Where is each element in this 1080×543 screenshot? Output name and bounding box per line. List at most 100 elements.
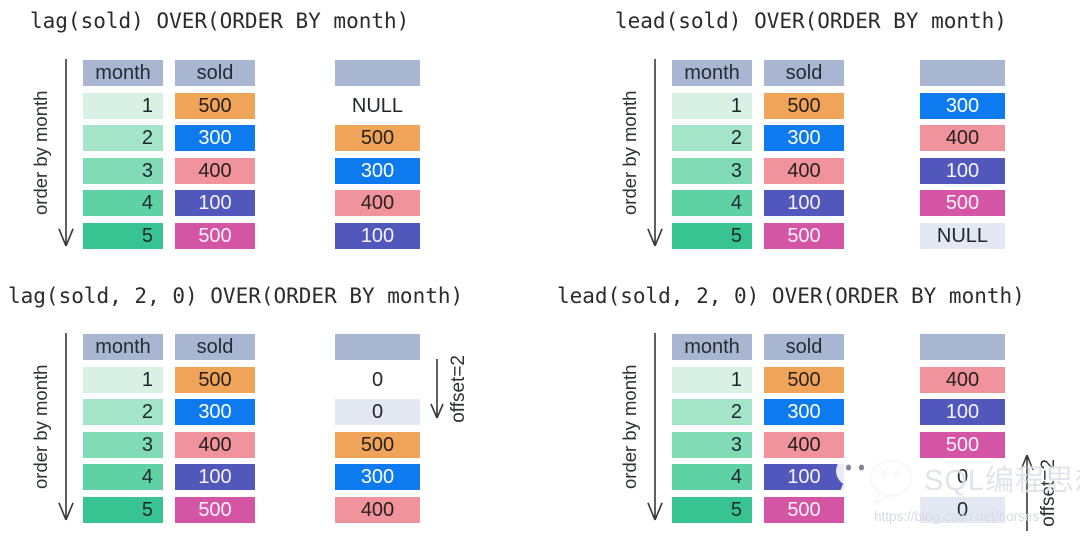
- result-cell: 0: [335, 399, 420, 425]
- panel-lag-simple: lag(sold) OVER(ORDER BY month) order by …: [0, 0, 540, 272]
- result-cell: 500: [920, 431, 1005, 458]
- panel-title: lag(sold) OVER(ORDER BY month): [30, 9, 410, 33]
- result-cell: 300: [335, 464, 420, 490]
- month-cell: 4: [672, 464, 752, 490]
- sold-cell: 500: [764, 496, 844, 523]
- offset-up-arrow-icon: [1020, 454, 1034, 531]
- panel-lead-simple: lead(sold) OVER(ORDER BY month) order by…: [540, 0, 1080, 272]
- result-cell: 400: [335, 190, 420, 216]
- result-cell: 500: [335, 125, 420, 151]
- month-cell: 4: [83, 190, 163, 216]
- month-cell: 2: [672, 125, 752, 151]
- column-header-month: month: [672, 334, 752, 360]
- panel-title: lag(sold, 2, 0) OVER(ORDER BY month): [8, 284, 464, 308]
- month-cell: 3: [672, 431, 752, 458]
- month-cell: 1: [672, 366, 752, 393]
- result-column: 400 100 500 0 0: [920, 334, 1005, 523]
- order-down-arrow-icon: [647, 59, 663, 247]
- month-cell: 5: [672, 496, 752, 523]
- result-cell: 300: [335, 157, 420, 184]
- sold-cell: 100: [175, 464, 255, 490]
- column-header-month: month: [83, 60, 163, 86]
- column-header-sold: sold: [175, 334, 255, 360]
- result-column: 300 400 100 500 NULL: [920, 60, 1005, 249]
- result-cell: 500: [335, 431, 420, 458]
- order-by-label: order by month: [618, 364, 640, 490]
- watermark-url: https://blog.csdn.net/horses: [874, 509, 1040, 524]
- offset-annotation: offset=2: [1020, 452, 1059, 534]
- sold-cell: 300: [764, 125, 844, 151]
- offset-annotation: offset=2: [430, 355, 469, 423]
- panel-lag-offset: lag(sold, 2, 0) OVER(ORDER BY month) ord…: [0, 271, 540, 543]
- month-cell: 3: [83, 431, 163, 458]
- sold-cell: 500: [175, 366, 255, 393]
- column-header-month: month: [672, 60, 752, 86]
- sold-cell: 500: [764, 366, 844, 393]
- sold-cell: 400: [764, 431, 844, 458]
- result-cell: 400: [920, 366, 1005, 393]
- watermark-brand: SQL编程思想: [924, 465, 1080, 497]
- sold-cell: 400: [764, 157, 844, 184]
- sold-cell: 400: [175, 431, 255, 458]
- result-column-header: [335, 60, 420, 86]
- sold-cell: 500: [175, 222, 255, 249]
- month-cell: 2: [83, 399, 163, 425]
- month-cell: 5: [83, 222, 163, 249]
- result-cell: 0: [956, 466, 969, 488]
- result-cell: NULL: [920, 222, 1005, 249]
- sold-cell: 500: [764, 92, 844, 119]
- order-by-label: order by month: [29, 90, 51, 216]
- panel-title: lead(sold, 2, 0) OVER(ORDER BY month): [557, 284, 1025, 308]
- result-cell: 500: [920, 190, 1005, 216]
- month-cell: 3: [672, 157, 752, 184]
- offset-down-arrow-icon: [430, 359, 444, 419]
- order-by-annotation: order by month: [617, 331, 665, 523]
- result-column-header: [335, 334, 420, 360]
- panel-lead-offset: lead(sold, 2, 0) OVER(ORDER BY month) or…: [540, 271, 1080, 543]
- data-table: month sold 1 500 2 300 3 400 4 100 5 500: [672, 60, 844, 249]
- month-cell: 1: [672, 92, 752, 119]
- result-cell: 100: [920, 399, 1005, 425]
- watermark: SQL编程思想: [834, 450, 1080, 506]
- month-cell: 2: [672, 399, 752, 425]
- result-cell: 0: [920, 496, 1005, 523]
- sold-cell: 300: [175, 399, 255, 425]
- order-by-label: order by month: [618, 90, 640, 216]
- result-cell: NULL: [351, 94, 404, 117]
- column-header-sold: sold: [764, 334, 844, 360]
- column-header-month: month: [83, 334, 163, 360]
- column-header-sold: sold: [764, 60, 844, 86]
- result-cell: 400: [920, 125, 1005, 151]
- panel-title: lead(sold) OVER(ORDER BY month): [615, 9, 1007, 33]
- order-down-arrow-icon: [647, 333, 663, 521]
- data-table: month sold 1 500 2 300 3 400 4 100 5 500: [83, 334, 255, 523]
- data-table: month sold 1 500 2 300 3 400 4 100 5 500: [672, 334, 844, 523]
- sold-cell: 500: [764, 222, 844, 249]
- order-by-label: order by month: [29, 364, 51, 490]
- order-by-annotation: order by month: [28, 57, 76, 249]
- order-by-annotation: order by month: [28, 331, 76, 523]
- result-cell: 100: [335, 222, 420, 249]
- month-cell: 4: [83, 464, 163, 490]
- month-cell: 2: [83, 125, 163, 151]
- month-cell: 5: [83, 496, 163, 523]
- sold-cell: 100: [764, 190, 844, 216]
- result-cell: 400: [335, 496, 420, 523]
- offset-label: offset=2: [448, 355, 469, 423]
- sold-cell: 300: [764, 399, 844, 425]
- sold-cell: 100: [175, 190, 255, 216]
- wechat-icon: [836, 454, 913, 506]
- data-table: month sold 1 500 2 300 3 400 4 100 5 500: [83, 60, 255, 249]
- order-down-arrow-icon: [58, 59, 74, 247]
- result-column-header: [920, 60, 1005, 86]
- sold-cell: 500: [175, 496, 255, 523]
- sold-cell: 500: [175, 92, 255, 119]
- month-cell: 1: [83, 366, 163, 393]
- month-cell: 3: [83, 157, 163, 184]
- result-cell: 0: [371, 368, 384, 391]
- result-column: 0 0 500 300 400: [335, 334, 420, 523]
- sold-cell: 400: [175, 157, 255, 184]
- result-column-header: [920, 334, 1005, 360]
- month-cell: 5: [672, 222, 752, 249]
